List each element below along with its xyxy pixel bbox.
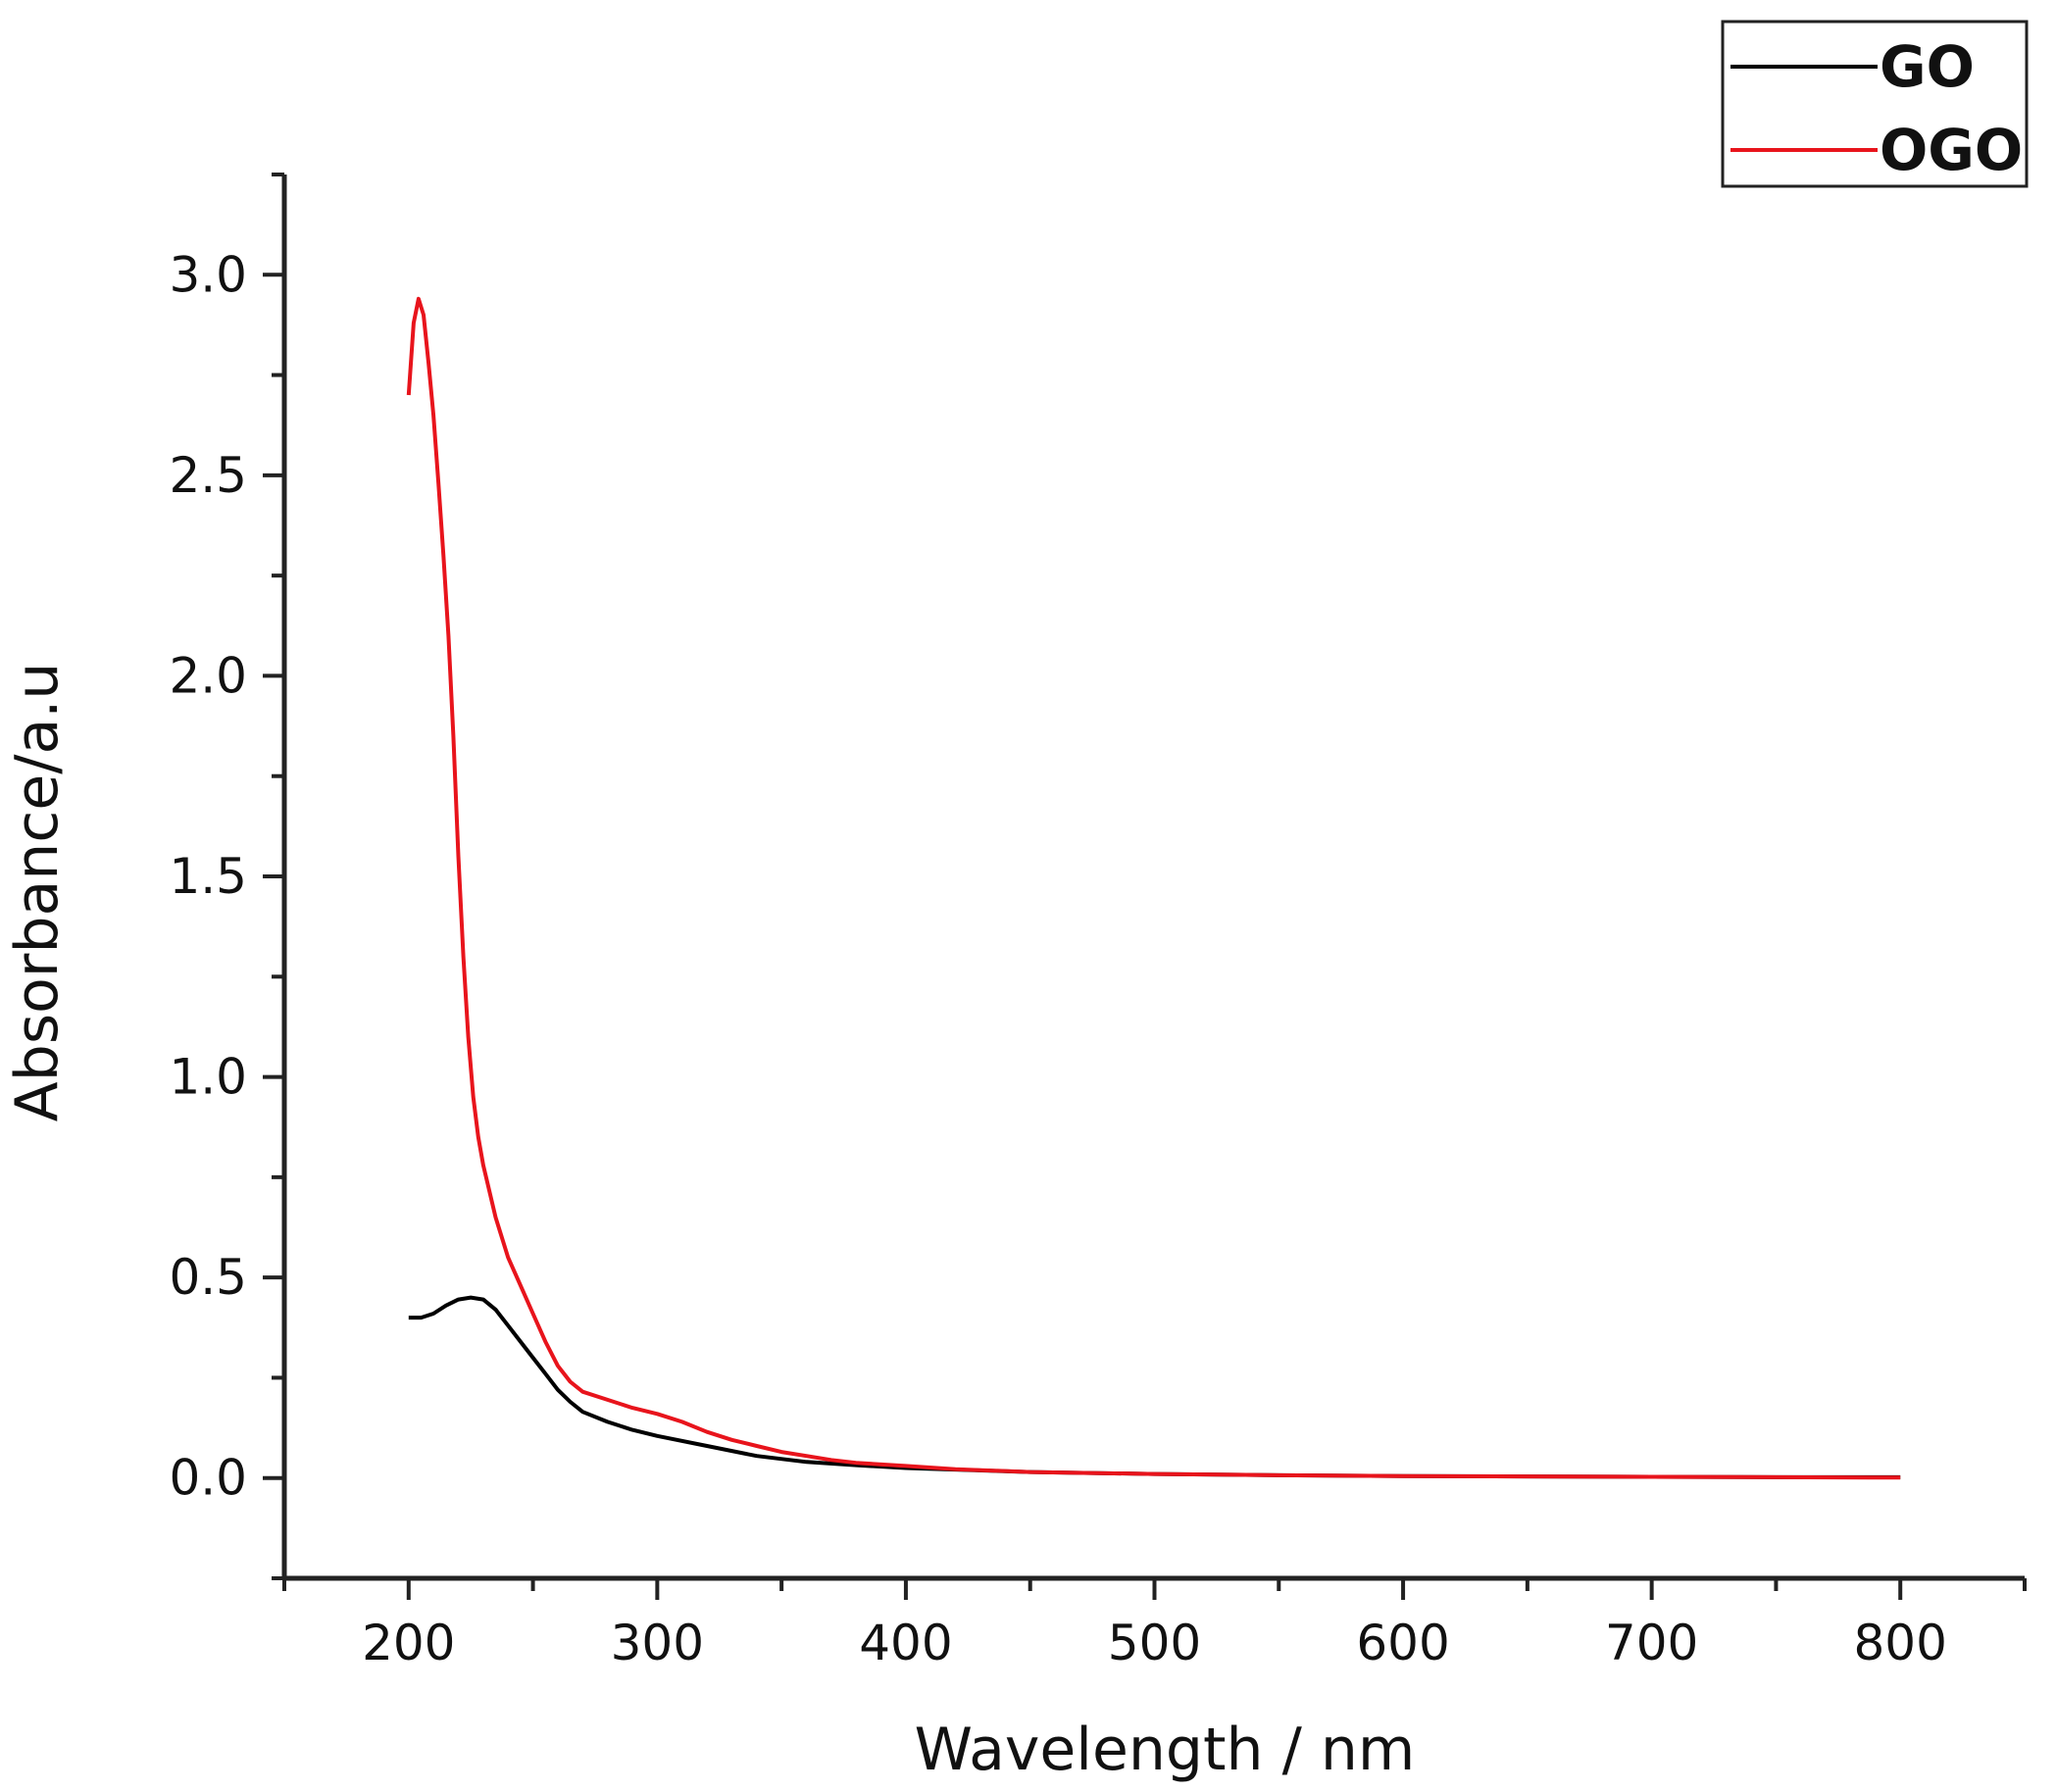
legend-label-go: GO xyxy=(1880,33,1975,100)
y-tick-label: 2.5 xyxy=(169,447,247,504)
legend-label-ogo: OGO xyxy=(1880,117,2023,183)
x-axis-title: Wavelength / nm xyxy=(915,1716,1416,1784)
y-axis-title: Absorbance/a.u xyxy=(3,663,72,1122)
x-ticks: 200 300 400 500 600 700 800 xyxy=(282,1578,2027,1671)
y-tick-label: 1.5 xyxy=(169,848,247,905)
y-tick-label: 3.0 xyxy=(169,246,247,303)
x-tick-label: 800 xyxy=(1853,1615,1946,1671)
x-tick-label: 500 xyxy=(1108,1615,1201,1671)
y-ticks: 0.0 0.5 1.0 1.5 2.0 2.5 3.0 xyxy=(169,173,284,1580)
x-tick-label: 600 xyxy=(1356,1615,1449,1671)
x-tick-label: 300 xyxy=(611,1615,704,1671)
legend-box xyxy=(1721,20,2029,188)
y-tick-label: 0.5 xyxy=(169,1249,247,1306)
y-tick-label: 2.0 xyxy=(169,647,247,704)
x-tick-label: 400 xyxy=(859,1615,952,1671)
y-tick-label: 0.0 xyxy=(169,1450,247,1507)
y-tick-label: 1.0 xyxy=(169,1049,247,1106)
x-tick-label: 700 xyxy=(1605,1615,1698,1671)
legend: GO OGO xyxy=(1721,20,2029,188)
plot-lines xyxy=(406,296,1901,1480)
x-tick-label: 200 xyxy=(362,1615,455,1671)
series-line-ogo xyxy=(406,296,1901,1480)
